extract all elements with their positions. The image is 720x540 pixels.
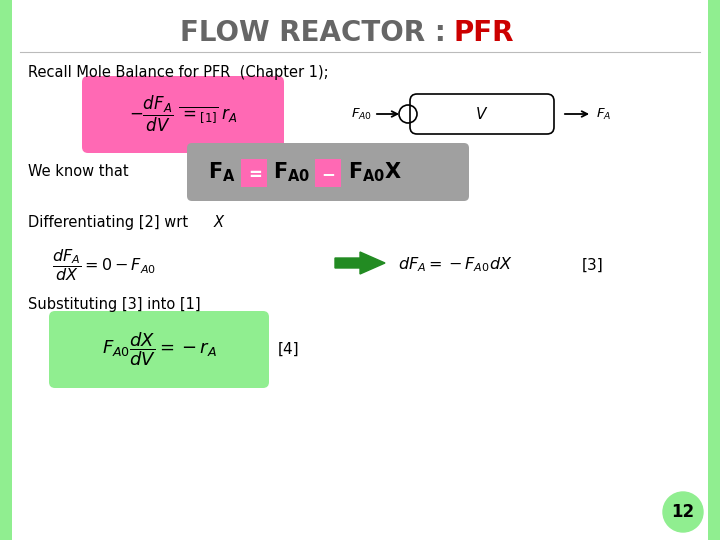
Text: $\mathbf{F_A}$: $\mathbf{F_A}$ xyxy=(208,160,235,184)
Text: $\mathbf{=}$: $\mathbf{=}$ xyxy=(246,164,263,182)
FancyBboxPatch shape xyxy=(82,76,284,153)
Text: $\mathbf{-}$: $\mathbf{-}$ xyxy=(321,164,335,182)
Text: Recall Mole Balance for PFR  (Chapter 1);: Recall Mole Balance for PFR (Chapter 1); xyxy=(28,65,328,80)
Text: $F_{A0}$: $F_{A0}$ xyxy=(351,106,372,122)
Text: $X$: $X$ xyxy=(213,214,226,230)
Text: PFR: PFR xyxy=(453,19,513,47)
Text: [3]: [3] xyxy=(582,258,604,273)
FancyBboxPatch shape xyxy=(241,159,267,187)
Circle shape xyxy=(663,492,703,532)
Text: Differentiating [2] wrt: Differentiating [2] wrt xyxy=(28,214,193,230)
Text: Substituting [3] into [1]: Substituting [3] into [1] xyxy=(28,298,201,313)
Text: FLOW REACTOR :: FLOW REACTOR : xyxy=(180,19,456,47)
FancyBboxPatch shape xyxy=(410,94,554,134)
Text: $F_{A0}\dfrac{dX}{dV} = -r_A$: $F_{A0}\dfrac{dX}{dV} = -r_A$ xyxy=(102,330,217,368)
Text: $\dfrac{dF_A}{dX} = 0 - F_{A0}$: $\dfrac{dF_A}{dX} = 0 - F_{A0}$ xyxy=(52,247,156,283)
Text: $V$: $V$ xyxy=(475,106,489,122)
Text: $\mathbf{F_{A0}X}$: $\mathbf{F_{A0}X}$ xyxy=(348,160,402,184)
Text: [4]: [4] xyxy=(278,341,300,356)
FancyBboxPatch shape xyxy=(49,311,269,388)
Text: $F_A$: $F_A$ xyxy=(596,106,611,122)
FancyBboxPatch shape xyxy=(708,0,720,540)
Text: 12: 12 xyxy=(672,503,695,521)
Polygon shape xyxy=(335,252,385,274)
Text: $dF_A = -F_{A0}dX$: $dF_A = -F_{A0}dX$ xyxy=(398,255,513,274)
FancyBboxPatch shape xyxy=(315,159,341,187)
FancyBboxPatch shape xyxy=(187,143,469,201)
Text: $-\dfrac{dF_A}{dV}\ \overline{=_{[1]}}\ r_A$: $-\dfrac{dF_A}{dV}\ \overline{=_{[1]}}\ … xyxy=(129,94,238,134)
FancyBboxPatch shape xyxy=(0,0,12,540)
Text: $\mathbf{F_{A0}}$: $\mathbf{F_{A0}}$ xyxy=(273,160,310,184)
Text: We know that: We know that xyxy=(28,165,129,179)
